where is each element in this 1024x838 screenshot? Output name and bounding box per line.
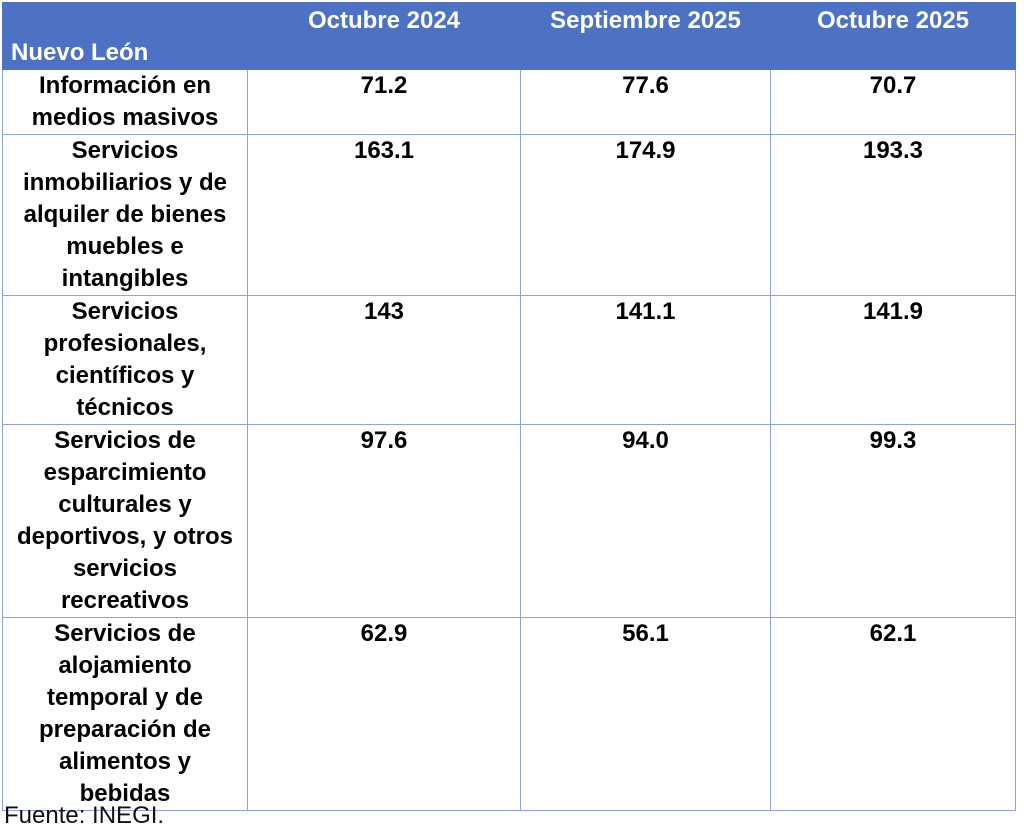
table-row: Servicios de alojamiento temporal y de p… — [2, 617, 1016, 811]
table-header: Nuevo León Octubre 2024 Septiembre 2025 Oct… — [2, 2, 1016, 70]
table-row: Información en medios masivos 71.2 77.6 70.… — [2, 69, 1016, 135]
table-row: Servicios inmobiliarios y de alquiler de… — [2, 134, 1016, 296]
source-note: Fuente: INEGI. — [4, 802, 165, 829]
row-label: Servicios profesionales, científicos y t… — [2, 295, 248, 425]
corner-header: Nuevo León — [2, 2, 248, 70]
row-label: Servicios de alojamiento temporal y de p… — [2, 617, 248, 811]
table-row: Servicios profesionales, científicos y t… — [2, 295, 1016, 425]
value-cell: 62.1 — [770, 617, 1016, 811]
table-body: Información en medios masivos 71.2 77.6 70.… — [2, 69, 1016, 811]
data-table: Nuevo León Octubre 2024 Septiembre 2025 Oct… — [2, 2, 1016, 811]
value-cell: 77.6 — [520, 69, 771, 135]
value-cell: 56.1 — [520, 617, 771, 811]
header-row: Nuevo León Octubre 2024 Septiembre 2025 Oct… — [2, 2, 1016, 70]
row-label: Información en medios masivos — [2, 69, 248, 135]
column-header: Septiembre 2025 — [520, 2, 771, 70]
value-cell: 97.6 — [247, 424, 521, 618]
table-row: Servicios de esparcimiento culturales y … — [2, 424, 1016, 618]
value-cell: 71.2 — [247, 69, 521, 135]
value-cell: 141.1 — [520, 295, 771, 425]
value-cell: 193.3 — [770, 134, 1016, 296]
value-cell: 143 — [247, 295, 521, 425]
value-cell: 70.7 — [770, 69, 1016, 135]
row-label: Servicios de esparcimiento culturales y … — [2, 424, 248, 618]
value-cell: 62.9 — [247, 617, 521, 811]
value-cell: 163.1 — [247, 134, 521, 296]
value-cell: 99.3 — [770, 424, 1016, 618]
value-cell: 174.9 — [520, 134, 771, 296]
value-cell: 94.0 — [520, 424, 771, 618]
value-cell: 141.9 — [770, 295, 1016, 425]
column-header: Octubre 2024 — [247, 2, 521, 70]
column-header: Octubre 2025 — [770, 2, 1016, 70]
row-label: Servicios inmobiliarios y de alquiler de… — [2, 134, 248, 296]
